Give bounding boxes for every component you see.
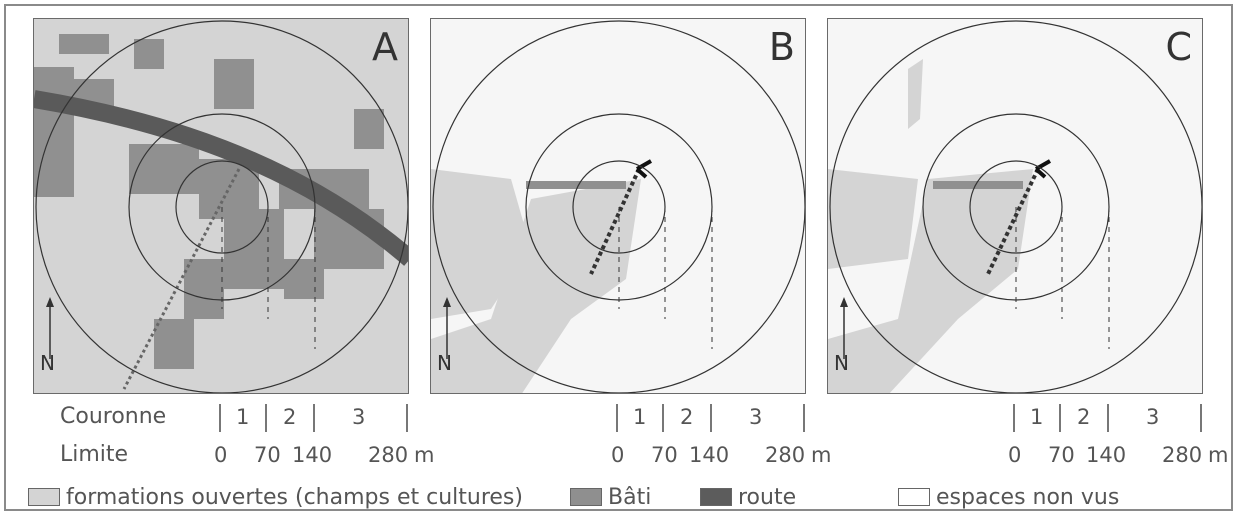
legend-label: route [738, 484, 797, 510]
swatch-road [700, 488, 732, 506]
unit: m [414, 443, 435, 467]
crown-2: 2 [680, 405, 694, 429]
panel-letter: C [1165, 25, 1192, 69]
limit-280: 280 [765, 443, 806, 467]
crown-1: 1 [236, 405, 250, 429]
limit-0: 0 [214, 443, 228, 467]
crown-1: 1 [1030, 405, 1044, 429]
limit-140: 140 [292, 443, 333, 467]
limit-70: 70 [651, 443, 678, 467]
legend-built: Bâti [570, 482, 651, 512]
map-panel-a: A N [33, 18, 409, 394]
open-areas [828, 59, 1033, 393]
swatch-open [28, 488, 60, 506]
unit: m [811, 443, 832, 467]
map-a-graphic [34, 19, 408, 393]
crown-3: 3 [352, 405, 366, 429]
limit-70: 70 [1048, 443, 1075, 467]
limit-140: 140 [1086, 443, 1127, 467]
map-c-graphic [828, 19, 1202, 393]
legend-road: route [700, 482, 796, 512]
road [34, 90, 408, 266]
panel-letter: B [768, 25, 795, 69]
limit-280: 280 [368, 443, 409, 467]
limit-0: 0 [1008, 443, 1022, 467]
north-label: N [834, 351, 849, 375]
map-b-graphic [431, 19, 805, 393]
map-panel-b: B N [430, 18, 806, 394]
swatch-built [570, 488, 602, 506]
couronne-label: Couronne [60, 404, 167, 429]
unit: m [1208, 443, 1229, 467]
panel-letter: A [372, 25, 398, 69]
crown-1: 1 [633, 405, 647, 429]
legend-label: formations ouvertes (champs et cultures) [66, 484, 523, 510]
crown-3: 3 [1146, 405, 1160, 429]
map-panel-c: C N [827, 18, 1203, 394]
limit-0: 0 [611, 443, 625, 467]
limit-140: 140 [689, 443, 730, 467]
open-areas [431, 169, 641, 393]
figure-frame [4, 4, 1233, 511]
north-label: N [40, 351, 55, 375]
legend-label: Bâti [608, 484, 652, 510]
crown-2: 2 [1077, 405, 1091, 429]
north-label: N [437, 351, 452, 375]
legend-label: espaces non vus [936, 484, 1120, 510]
limit-70: 70 [254, 443, 281, 467]
legend-unseen: espaces non vus [898, 482, 1119, 512]
crown-3: 3 [749, 405, 763, 429]
limit-280: 280 [1162, 443, 1203, 467]
legend-open-formations: formations ouvertes (champs et cultures) [28, 482, 523, 512]
swatch-unseen [898, 488, 930, 506]
path-track [122, 168, 241, 390]
limite-label: Limite [60, 442, 129, 467]
crown-2: 2 [283, 405, 297, 429]
